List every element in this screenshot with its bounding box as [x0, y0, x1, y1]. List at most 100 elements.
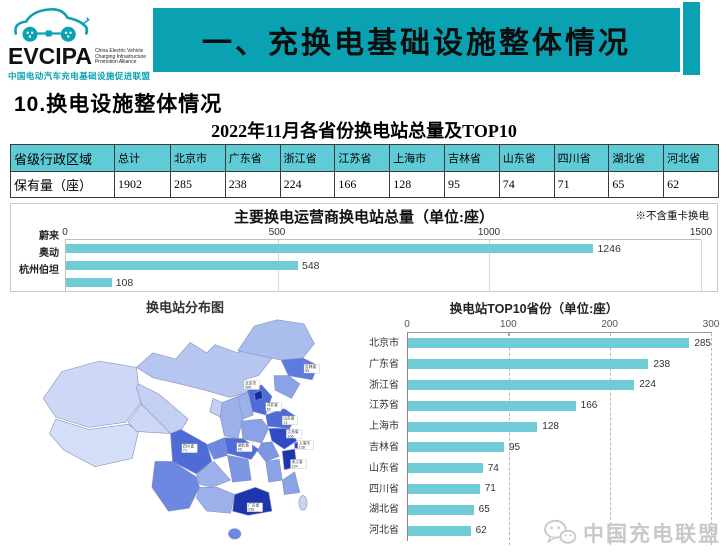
bar-row: 166	[408, 395, 711, 416]
gridline	[701, 240, 702, 291]
svg-text:江苏省: 江苏省	[287, 429, 298, 434]
operators-plot-area: 1246 548 108	[65, 240, 702, 291]
watermark: 中国充电联盟	[543, 518, 721, 548]
svg-text:吉林省: 吉林省	[305, 364, 316, 369]
table-header-province: 上海市	[389, 144, 445, 172]
svg-text:浙江省: 浙江省	[292, 459, 303, 464]
bar-value-label: 238	[653, 358, 671, 370]
bar-row: 238	[408, 354, 711, 375]
svg-text:95: 95	[305, 369, 309, 373]
category-label: 吉林省	[369, 441, 399, 453]
bar-value-label: 128	[542, 421, 559, 433]
category-label: 蔚来	[39, 231, 59, 242]
category-label: 湖北省	[369, 504, 399, 516]
x-tick-label: 1500	[689, 227, 713, 238]
svg-text:广东省: 广东省	[248, 503, 259, 508]
table-row-label: 保有量（座）	[10, 171, 115, 198]
svg-text:166: 166	[287, 434, 293, 438]
x-tick-label: 200	[601, 319, 618, 330]
bar-value-label: 71	[484, 483, 496, 495]
table-cell: 95	[443, 171, 500, 198]
province-table: 省级行政区域 总计 北京市 广东省 浙江省 江苏省 上海市 吉林省 山东省 四川省 湖北省 河北省 保有…	[10, 144, 719, 198]
svg-text:285: 285	[245, 386, 251, 390]
map-provinces	[42, 319, 318, 540]
category-label: 北京市	[369, 338, 399, 349]
slide-title: 一、充换电基础设施整体情况	[202, 27, 631, 60]
category-label: 上海市	[369, 421, 399, 433]
category-label: 浙江省	[369, 379, 399, 391]
bar-row: 95	[408, 437, 711, 458]
bar	[408, 379, 635, 390]
svg-text:224: 224	[292, 464, 298, 468]
svg-text:湖北省: 湖北省	[238, 443, 249, 448]
svg-text:河北省: 河北省	[267, 402, 278, 407]
watermark-text: 中国充电联盟	[583, 523, 721, 546]
bar	[66, 278, 112, 287]
table-header-province: 江苏省	[334, 144, 391, 172]
svg-text:山东省: 山东省	[283, 416, 294, 421]
bar-row: 74	[408, 458, 711, 479]
operators-chart-title: 主要换电运营商换电站总量（单位:座）	[234, 210, 494, 226]
top10-chart-title: 换电站TOP10省份（单位:座）	[449, 302, 619, 316]
table-header-province: 四川省	[553, 144, 610, 172]
top10-axis-labels: 北京市 广东省 浙江省 江苏省 上海市 吉林省 山东省 四川省 湖北省 河北省	[345, 319, 407, 542]
svg-text:74: 74	[283, 421, 287, 425]
x-tick-label: 100	[499, 319, 517, 330]
ev-car-icon	[14, 7, 90, 42]
table-header-province: 吉林省	[443, 144, 500, 172]
bar-row: 108	[66, 274, 701, 291]
table-header-province: 浙江省	[279, 144, 336, 172]
x-tick-label: 300	[702, 319, 720, 330]
gridline	[711, 333, 712, 545]
x-tick-label: 0	[404, 319, 410, 330]
x-tick-label: 0	[62, 227, 68, 238]
bar-row: 548	[66, 257, 701, 274]
bar-value-label: 1246	[597, 242, 621, 255]
svg-text:128: 128	[299, 446, 305, 450]
table-header-province: 广东省	[224, 144, 281, 172]
category-label: 四川省	[369, 483, 399, 495]
table-cell: 128	[389, 171, 445, 198]
bar	[66, 244, 594, 253]
bar-value-label: 285	[694, 337, 711, 349]
bar-row: 65	[408, 499, 711, 520]
table-cell: 1902	[114, 171, 171, 198]
operators-chart: 主要换电运营商换电站总量（单位:座） ※不含重卡换电 蔚来 奥动 杭州伯坦 0 500…	[10, 203, 718, 292]
table-cell: 62	[663, 171, 719, 198]
bar	[408, 463, 483, 474]
gridline	[509, 333, 510, 545]
x-tick-label: 500	[268, 227, 286, 238]
bar-row: 224	[408, 375, 711, 396]
svg-text:71: 71	[183, 449, 187, 453]
svg-text:62: 62	[267, 407, 271, 411]
category-label: 广东省	[369, 358, 399, 370]
operators-x-axis: 0 500 1000 1500	[62, 227, 712, 240]
table-header-province: 北京市	[170, 144, 226, 172]
gridline	[489, 240, 491, 291]
bar	[66, 261, 298, 270]
bar-value-label: 548	[301, 259, 320, 272]
bar	[408, 421, 538, 432]
bar-row: 71	[408, 479, 711, 500]
bar-value-label: 108	[115, 276, 134, 289]
bar	[408, 504, 474, 515]
category-label: 山东省	[369, 462, 399, 474]
bar-row: 62	[408, 520, 711, 541]
bar-value-label: 62	[475, 525, 487, 537]
table-cell: 65	[608, 171, 665, 198]
section-heading: 10.换电设施整体情况	[14, 93, 223, 116]
bar-value-label: 224	[639, 379, 656, 391]
map-title: 换电站分布图	[145, 300, 224, 315]
table-header-province: 河北省	[663, 144, 719, 172]
table-cell: 285	[170, 171, 226, 198]
operators-chart-body: 蔚来 奥动 杭州伯坦 0 500 1000 1500 1246 548 108	[11, 227, 717, 291]
table-cell: 74	[498, 171, 555, 198]
svg-text:北京市: 北京市	[245, 381, 256, 386]
top10-plot-area: 285 238 224 166 128 95 74 71 65 62	[407, 333, 712, 545]
